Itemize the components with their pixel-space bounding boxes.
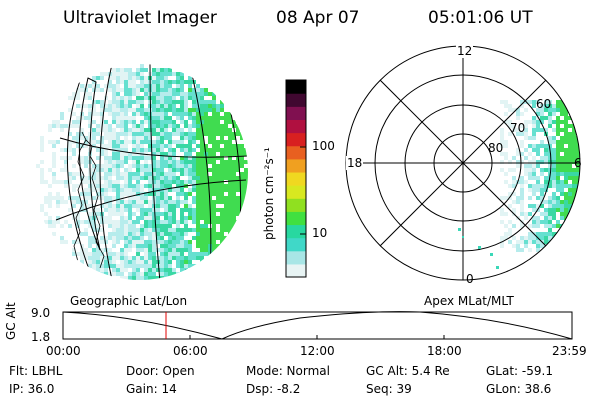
colorbar-swatch <box>286 224 306 239</box>
altitude-ylabel: GC Alt <box>4 302 18 340</box>
mlt-label-18: 18 <box>346 156 364 170</box>
info-glat: GLat: -59.1 <box>486 364 553 378</box>
colorbar-swatch <box>286 145 306 160</box>
altitude-xtick: 12:00 <box>300 344 335 358</box>
altitude-xtick: 00:00 <box>46 344 81 358</box>
info-mode: Mode: Normal <box>246 364 330 378</box>
colorbar-swatch <box>286 263 306 278</box>
polar-plot <box>345 45 581 281</box>
colorbar-swatch <box>286 198 306 212</box>
mlat-label-70: 70 <box>510 121 526 135</box>
altitude-ytick-low: 1.8 <box>31 330 51 344</box>
altitude-xtick: 23:59 <box>552 344 587 358</box>
info-glon: GLon: 38.6 <box>486 382 552 396</box>
colorbar-swatch <box>286 185 306 199</box>
info-seq: Seq: 39 <box>366 382 412 396</box>
colorbar-swatch <box>286 106 306 120</box>
colorbar-swatch <box>286 158 306 173</box>
colorbar <box>285 79 307 278</box>
colorbar-swatch <box>286 237 306 252</box>
info-gain: Gain: 14 <box>126 382 177 396</box>
mlat-label-60: 60 <box>536 97 552 111</box>
mlt-label-0: 0 <box>466 272 474 286</box>
time-label: 05:01:06 UT <box>428 8 533 28</box>
colorbar-swatch <box>286 80 306 94</box>
altitude-ytick-high: 9.0 <box>31 306 51 320</box>
altitude-curve <box>62 311 573 340</box>
instrument-title: Ultraviolet Imager <box>63 8 217 28</box>
info-gc-alt: GC Alt: 5.4 Re <box>366 364 450 378</box>
globe-panel-label: Geographic Lat/Lon <box>70 294 188 308</box>
info-ip: IP: 36.0 <box>9 382 55 396</box>
colorbar-label-10: 10 <box>312 226 328 240</box>
info-filter: Flt: LBHL <box>9 364 63 378</box>
info-door: Door: Open <box>126 364 195 378</box>
colorbar-label-100: 100 <box>312 139 335 153</box>
colorbar-swatch <box>286 211 306 226</box>
altitude-xtick: 06:00 <box>173 344 208 358</box>
polar-panel-label: Apex MLat/MLT <box>424 294 514 308</box>
colorbar-unit-label: photon cm⁻²s⁻¹ <box>262 147 276 240</box>
colorbar-swatch <box>286 119 306 134</box>
altitude-plot <box>62 311 573 340</box>
colorbar-swatch <box>286 250 306 265</box>
colorbar-swatch <box>286 93 306 107</box>
colorbar-swatch <box>286 132 306 147</box>
mlat-label-80: 80 <box>488 141 504 155</box>
mlt-label-6: 6 <box>574 156 582 170</box>
date-label: 08 Apr 07 <box>276 8 360 28</box>
globe-image <box>32 64 248 280</box>
altitude-xtick: 18:00 <box>427 344 462 358</box>
colorbar-swatch <box>286 171 306 186</box>
mlt-label-12: 12 <box>456 44 474 58</box>
info-dsp: Dsp: -8.2 <box>246 382 301 396</box>
